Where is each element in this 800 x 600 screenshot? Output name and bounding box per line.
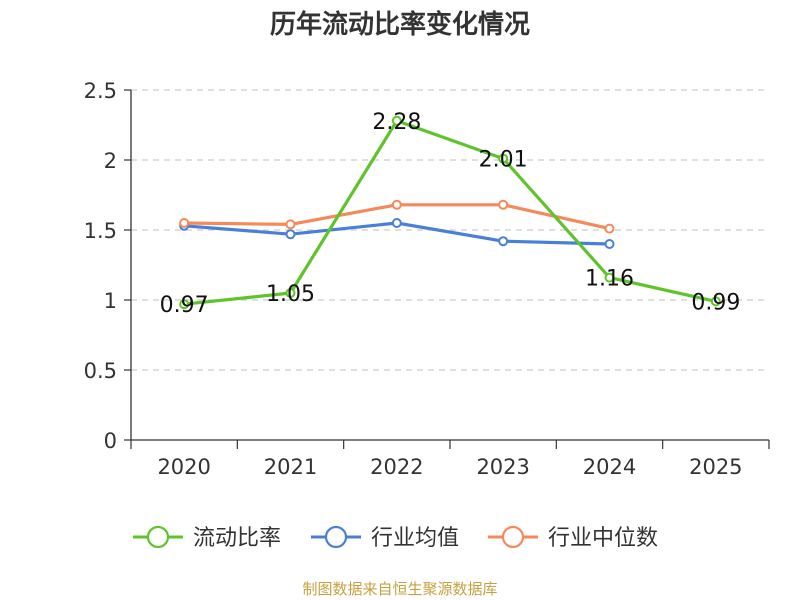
legend[interactable]: 流动比率 行业均值 行业中位数 — [133, 525, 658, 551]
data-point-2-2020[interactable] — [179, 218, 190, 228]
legend-marker — [146, 525, 170, 549]
x-tick-label-2023: 2023 — [476, 455, 529, 479]
data-label-2024: 1.16 — [585, 267, 634, 292]
data-point-1-2023[interactable] — [498, 236, 509, 247]
data-point-0-2020[interactable] — [179, 299, 190, 310]
data-point-0-2025[interactable] — [710, 296, 721, 307]
x-tick-label-2025: 2025 — [689, 455, 742, 479]
series-line-0 — [183, 119, 717, 306]
legend-item-1[interactable]: 行业均值 — [311, 525, 459, 551]
legend-marker — [324, 525, 348, 549]
legend-label: 行业中位数 — [548, 526, 658, 551]
data-point-2-2024[interactable] — [604, 223, 615, 234]
y-tick-label: 1.5 — [84, 219, 117, 243]
grid-lines — [131, 89, 769, 371]
data-label-2022: 2.28 — [372, 110, 421, 135]
data-point-2-2023[interactable] — [498, 199, 509, 210]
series-lines — [179, 115, 721, 310]
legend-item-2[interactable]: 行业中位数 — [488, 525, 658, 551]
chart-title: 历年流动比率变化情况 — [269, 10, 530, 40]
data-labels: 0.97 1.05 2.28 2.01 1.16 0.99 — [160, 110, 741, 318]
legend-label: 流动比率 — [193, 526, 281, 551]
data-point-1-2024[interactable] — [604, 239, 615, 249]
axes: 0 0.5 1 1.5 2 2.5 2020 2021 2022 2023 2024 2025 — [84, 79, 770, 479]
data-point-0-2023[interactable] — [498, 153, 509, 164]
data-label-2023: 2.01 — [479, 148, 528, 173]
data-point-2-2022[interactable] — [391, 199, 402, 210]
legend-marker — [501, 525, 525, 549]
y-tick-label: 2.5 — [84, 79, 117, 103]
y-tick-label: 0.5 — [84, 359, 117, 383]
data-point-0-2022[interactable] — [391, 115, 402, 126]
x-tick-label-2021: 2021 — [264, 455, 317, 479]
data-point-1-2022[interactable] — [391, 218, 402, 228]
data-label-2025: 0.99 — [691, 290, 740, 315]
data-label-2020: 0.97 — [160, 293, 209, 318]
legend-item-0[interactable]: 流动比率 — [133, 525, 281, 551]
y-tick-label: 1 — [104, 289, 117, 313]
x-tick-label-2020: 2020 — [157, 455, 210, 479]
legend-label: 行业均值 — [371, 526, 459, 551]
source-footer: 制图数据来自恒生聚源数据库 — [302, 580, 498, 598]
data-label-2021: 1.05 — [266, 282, 315, 307]
data-point-0-2024[interactable] — [604, 272, 615, 283]
data-point-1-2021[interactable] — [285, 229, 296, 240]
x-tick-label-2024: 2024 — [583, 455, 636, 479]
x-tick-label-2022: 2022 — [370, 455, 423, 479]
y-tick-label: 0 — [104, 429, 117, 453]
data-point-2-2021[interactable] — [285, 219, 296, 230]
data-point-0-2021[interactable] — [285, 288, 296, 298]
y-tick-label: 2 — [104, 149, 117, 173]
